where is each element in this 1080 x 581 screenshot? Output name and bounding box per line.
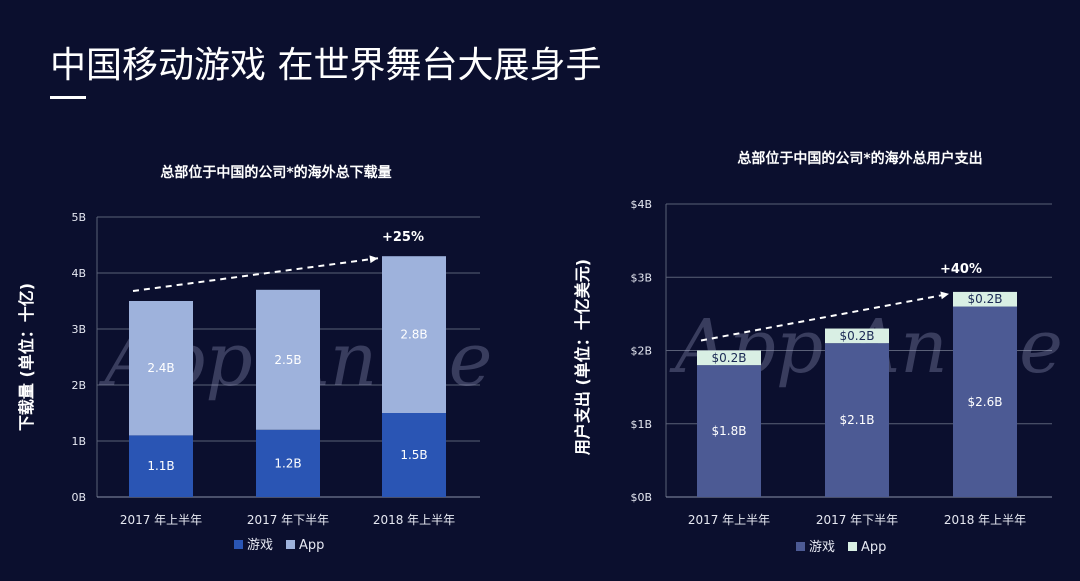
legend-swatch-games	[796, 542, 805, 551]
x-tick-label: 2017 年下半年	[247, 513, 329, 527]
legend-label: App	[299, 538, 324, 553]
bar-games	[697, 365, 761, 497]
bar-games	[129, 435, 193, 497]
legend-swatch-games	[234, 540, 243, 549]
data-label: $1.8B	[712, 424, 747, 438]
data-label: $2.6B	[968, 395, 1003, 409]
chart-title: 总部位于中国的公司*的海外总用户支出	[737, 150, 982, 167]
bar-app	[382, 256, 446, 413]
data-label: 2.8B	[400, 328, 427, 342]
trend-arrow-line	[700, 292, 950, 342]
data-label: 1.1B	[147, 459, 174, 473]
bar-games	[382, 413, 446, 497]
data-label: $0.2B	[968, 292, 1003, 306]
trend-arrow-line	[132, 257, 379, 292]
bar-games	[825, 343, 889, 497]
chart-title: 总部位于中国的公司*的海外总下载量	[160, 164, 391, 181]
x-tick-label: 2017 年下半年	[816, 513, 898, 527]
bar-games	[256, 429, 320, 497]
bar-app	[256, 289, 320, 430]
bar-games	[953, 306, 1017, 497]
data-label: 1.2B	[274, 456, 301, 470]
legend-label: 游戏	[247, 538, 273, 553]
y-axis-label: 下载量 (单位：十亿)	[17, 283, 36, 431]
data-label: $0.2B	[840, 329, 875, 343]
legend-swatch-app	[848, 542, 857, 551]
trend-arrow-head	[940, 291, 949, 300]
trend-arrow-head	[369, 255, 378, 264]
title-underline	[50, 96, 86, 99]
x-tick-label: 2018 年上半年	[373, 513, 455, 527]
data-label: 2.5B	[274, 353, 301, 367]
data-label: $0.2B	[712, 351, 747, 365]
bar-app	[953, 291, 1017, 307]
bar-app	[129, 301, 193, 436]
data-label: $2.1B	[840, 413, 875, 427]
y-tick-label: 1B	[71, 435, 86, 448]
y-tick-label: $4B	[630, 198, 652, 211]
y-tick-label: 5B	[71, 211, 86, 224]
y-tick-label: $3B	[630, 271, 652, 284]
legend-swatch-app	[286, 540, 295, 549]
y-tick-label: 4B	[71, 267, 86, 280]
bar-app	[697, 350, 761, 366]
data-label: 2.4B	[147, 361, 174, 375]
y-tick-label: 2B	[71, 379, 86, 392]
x-tick-label: 2017 年上半年	[120, 513, 202, 527]
y-tick-label: $1B	[630, 418, 652, 431]
x-tick-label: 2018 年上半年	[944, 513, 1026, 527]
y-tick-label: $0B	[630, 491, 652, 504]
bar-app	[825, 328, 889, 344]
page-title: 中国移动游戏 在世界舞台大展身手	[50, 45, 602, 86]
y-tick-label: 0B	[71, 491, 86, 504]
legend-label: App	[861, 540, 886, 555]
growth-label: +40%	[940, 262, 982, 277]
y-tick-label: 3B	[71, 323, 86, 336]
growth-label: +25%	[382, 230, 424, 245]
data-label: 1.5B	[400, 448, 427, 462]
y-tick-label: $2B	[630, 345, 652, 358]
y-axis-label: 用户支出 (单位：十亿美元)	[573, 259, 592, 455]
x-tick-label: 2017 年上半年	[688, 513, 770, 527]
legend-label: 游戏	[809, 540, 835, 555]
